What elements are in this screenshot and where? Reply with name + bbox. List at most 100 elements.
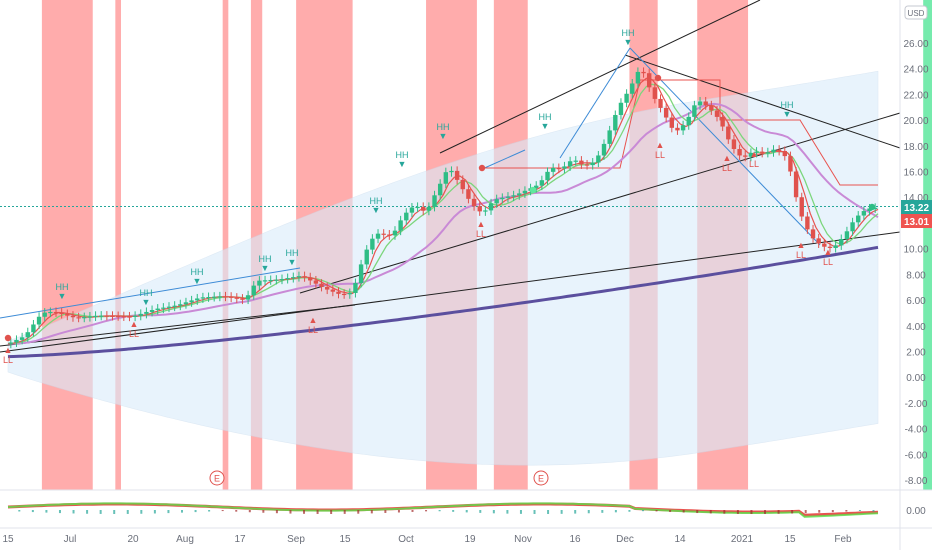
histogram-bar [736, 510, 739, 514]
time-axis[interactable]: 15 Jul 20 Aug 17 Sep 15 Oct 19 Nov 16 Dec 14 2021 15 Fe… [0, 527, 932, 545]
hh-label: HH [396, 150, 409, 160]
histogram-bar [58, 510, 61, 514]
candle-body [206, 297, 211, 299]
y-tick-label: 24.00 [903, 65, 928, 76]
candle-body [805, 216, 810, 230]
red-zone [41, 0, 93, 490]
swing-markers: HH▼ HH▼HH▼HH▼HH▼HH▼HH▼HH▼HH▼HH▼HH▼▲LL▲LL▲… [3, 28, 876, 365]
candle-body [754, 151, 759, 153]
candle-body [714, 110, 720, 117]
candle-body [228, 296, 234, 298]
candle-body [748, 152, 754, 157]
up-triangle-icon: ▲ [309, 315, 318, 325]
histogram-bar [601, 510, 604, 513]
histogram-bar [791, 510, 794, 514]
histogram-bar [248, 510, 251, 513]
y-tick-label: 26.00 [903, 39, 928, 50]
candle-body [398, 220, 403, 231]
candle-body [87, 316, 93, 318]
candle-body [680, 125, 686, 131]
candle-body [839, 239, 844, 246]
price-tag-label: 13.01 [904, 217, 929, 228]
candle-body [353, 283, 358, 293]
y-tick-label: 14.00 [903, 193, 928, 204]
ll-label: LL [722, 163, 732, 173]
candle-body [579, 160, 584, 165]
candle-body [833, 245, 838, 249]
candle-body [341, 293, 347, 296]
candle-body [358, 264, 364, 284]
candle-body [53, 311, 59, 314]
y-tick-label: 6.00 [906, 296, 926, 307]
down-triangle-icon: ▼ [624, 37, 633, 47]
earnings-icon [533, 470, 549, 486]
histogram-bar [723, 510, 726, 514]
histogram-bar [818, 510, 821, 513]
up-triangle-icon: ▲ [723, 153, 732, 163]
candle-body [601, 143, 607, 156]
down-triangle-icon: ▼ [783, 109, 792, 119]
histogram-bar [438, 510, 441, 512]
signal-dot [4, 334, 12, 342]
x-tick-label: 15 [784, 534, 796, 545]
up-triangle-icon: ▲ [656, 140, 665, 150]
y-tick-label: 18.00 [903, 142, 928, 153]
candle-body [613, 114, 618, 131]
candle-body [279, 279, 285, 281]
candle-body [257, 280, 262, 286]
candle-body [268, 279, 273, 282]
y-tick-label: 10.00 [903, 245, 928, 256]
histogram-bar [235, 510, 238, 512]
candle-body [844, 231, 850, 240]
histogram-bar [357, 510, 360, 514]
candle-body [262, 280, 268, 282]
histogram-bar [533, 510, 536, 514]
candle-body [172, 305, 177, 307]
candle-body [132, 315, 138, 318]
ll-label: LL [749, 159, 759, 169]
hh-label: HH [781, 100, 794, 110]
candle-body [810, 229, 816, 239]
green-zone [923, 0, 932, 490]
candle-body [460, 179, 465, 190]
candle-body [449, 170, 454, 173]
candle-body [454, 170, 460, 180]
candle-body [82, 317, 87, 319]
x-tick-label: Feb [834, 534, 852, 545]
candle-body [556, 167, 562, 170]
down-triangle-icon: ▼ [193, 276, 202, 286]
candle-body [799, 197, 804, 217]
x-tick-label: Aug [176, 534, 194, 545]
trend-lines [0, 0, 901, 353]
envelope-band [7, 70, 879, 466]
histogram-bar [303, 510, 306, 514]
candle-body [336, 291, 341, 294]
candle-body [296, 276, 302, 278]
candle-body [822, 243, 827, 247]
candle-body [443, 172, 449, 184]
x-tick-label: 19 [464, 534, 476, 545]
candle-body [692, 105, 697, 117]
candle-body [630, 83, 635, 94]
trend-line [0, 231, 901, 353]
hh-label: HH [370, 196, 383, 206]
candle-body [421, 206, 426, 211]
candle-body [127, 316, 132, 318]
candle-body [539, 180, 545, 186]
histogram-bar [479, 510, 482, 513]
candle-body [771, 149, 776, 153]
candle-body [709, 105, 714, 111]
trend-line [0, 304, 356, 347]
candle-body [200, 297, 206, 299]
candle-body [505, 196, 511, 198]
candle-body [285, 278, 290, 280]
candle-body [596, 155, 601, 163]
down-triangle-icon: ▼ [372, 205, 381, 215]
trend-line [439, 0, 761, 154]
candle-body [517, 193, 522, 196]
candle-body [500, 197, 505, 200]
candle-body [686, 116, 691, 126]
histogram-bar [492, 510, 495, 514]
